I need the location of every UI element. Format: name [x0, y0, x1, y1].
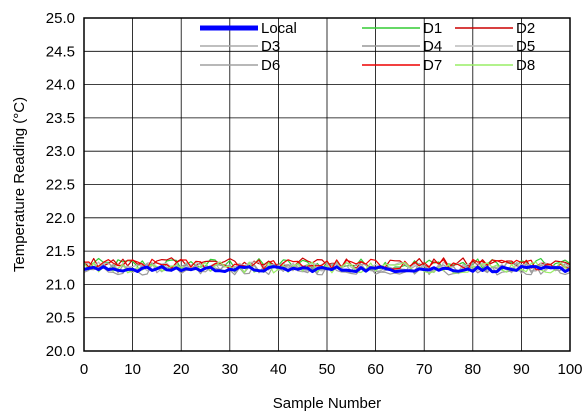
legend-label-local: Local: [261, 20, 297, 37]
y-tick-label: 23.5: [46, 110, 75, 127]
x-tick-label: 70: [416, 361, 433, 378]
legend-label-d8: D8: [516, 57, 535, 74]
y-tick-label: 24.0: [46, 77, 75, 94]
legend-label-d5: D5: [516, 38, 535, 55]
x-tick-label: 10: [124, 361, 141, 378]
y-tick-label: 24.5: [46, 43, 75, 60]
y-tick-label: 25.0: [46, 10, 75, 27]
legend-label-d2: D2: [516, 20, 535, 37]
x-tick-label: 90: [513, 361, 530, 378]
y-tick-label: 22.5: [46, 177, 75, 194]
x-tick-label: 60: [367, 361, 384, 378]
legend-label-d3: D3: [261, 38, 280, 55]
x-tick-label: 100: [557, 361, 582, 378]
x-axis-label: Sample Number: [273, 395, 381, 411]
grid-lines: [84, 18, 570, 351]
legend-label-d7: D7: [423, 57, 442, 74]
legend-label-d6: D6: [261, 57, 280, 74]
series-layer: [83, 257, 571, 276]
legend: Local D1 D2 D3 D4 D5 D6 D7 D8: [200, 20, 535, 74]
y-tick-label: 20.0: [46, 343, 75, 360]
y-tick-label: 21.0: [46, 276, 75, 293]
legend-label-d1: D1: [423, 20, 442, 37]
legend-label-d4: D4: [423, 38, 442, 55]
x-tick-label: 40: [270, 361, 287, 378]
y-tick-label: 23.0: [46, 143, 75, 160]
y-tick-label: 20.5: [46, 310, 75, 327]
y-axis-ticks: 20.0 20.5 21.0 21.5 22.0 22.5 23.0 23.5 24.0 24.5…: [46, 10, 75, 360]
y-tick-label: 21.5: [46, 243, 75, 260]
x-tick-label: 30: [221, 361, 238, 378]
plot-frame: [83, 17, 571, 352]
x-tick-label: 20: [173, 361, 190, 378]
y-tick-label: 22.0: [46, 210, 75, 227]
x-axis-ticks: 0 10 20 30 40 50 60 70 80 90 100: [80, 361, 583, 378]
y-axis-label: Temperature Reading (°C): [11, 97, 28, 272]
series-line-local: [83, 264, 571, 274]
x-tick-label: 80: [464, 361, 481, 378]
x-tick-label: 50: [319, 361, 336, 378]
x-tick-label: 0: [80, 361, 88, 378]
